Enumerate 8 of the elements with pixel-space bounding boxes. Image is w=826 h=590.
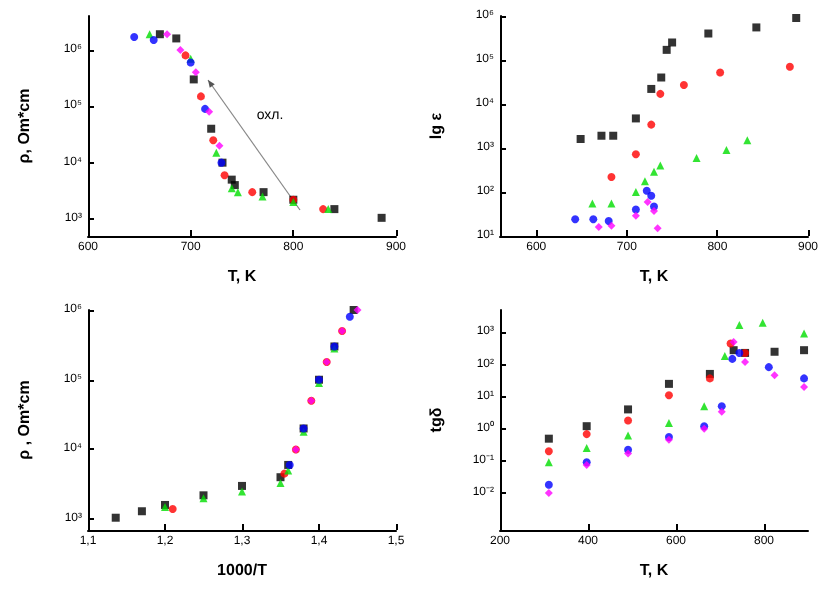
x-axis-title: 1000/T — [217, 561, 268, 579]
y-axis-title: ρ , Om*cm — [15, 380, 33, 460]
x-axis-title: T, K — [639, 561, 669, 579]
y-axis-title: ρ, Om*cm — [15, 88, 33, 164]
y-axis-title: lg ε — [427, 112, 445, 140]
x-axis-title: T, K — [639, 267, 669, 285]
x-axis-title: T, K — [227, 267, 257, 285]
y-axis-title: tgδ — [427, 407, 445, 433]
